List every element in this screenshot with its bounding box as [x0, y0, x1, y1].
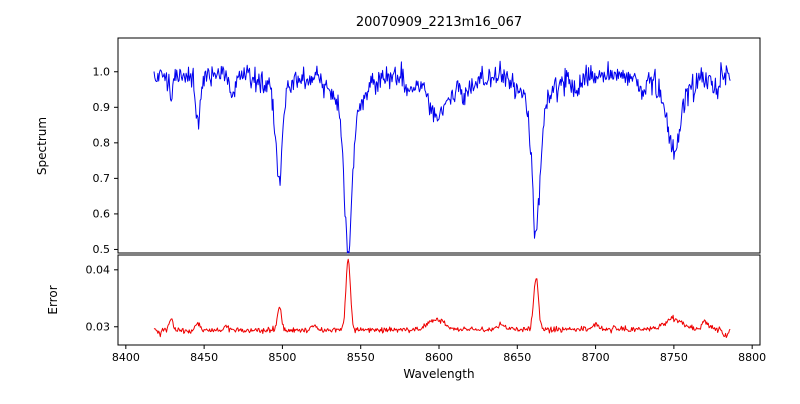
- x-tick-label: 8600: [425, 351, 453, 364]
- plot-areas: 0.5 0.6 0.7 0.8 0.9 1.0 0.03 0.04 8400 8450 8500 85…: [86, 37, 766, 364]
- y-tick-label: 0.5: [93, 243, 111, 256]
- y-tick-label: 1.0: [93, 65, 111, 78]
- error-line: [153, 258, 731, 338]
- x-tick-label: 8800: [738, 351, 766, 364]
- panel-frame: [117, 37, 761, 254]
- x-tick-label: 8750: [660, 351, 688, 364]
- x-axis-label: Wavelength: [403, 367, 474, 381]
- y-tick-label: 0.03: [86, 320, 111, 333]
- y-tick-label: 0.9: [93, 101, 111, 114]
- y-tick-label: 0.8: [93, 136, 111, 149]
- x-tick-label: 8700: [582, 351, 610, 364]
- panel-0: 0.5 0.6 0.7 0.8 0.9 1.0: [93, 37, 761, 256]
- y-tick-label: 0.7: [93, 172, 111, 185]
- chart-title: 20070909_2213m16_067: [356, 15, 522, 30]
- y-axis-label-spectrum: Spectrum: [35, 117, 49, 175]
- x-tick-label: 8500: [268, 351, 296, 364]
- x-tick-label: 8650: [503, 351, 531, 364]
- y-tick-label: 0.6: [93, 207, 111, 220]
- spectrum-line: [153, 60, 731, 254]
- y-axis-label-error: Error: [46, 285, 60, 314]
- panel-1: 0.03 0.04: [86, 254, 761, 346]
- x-tick-label: 8400: [112, 351, 140, 364]
- panel-frame: [117, 254, 761, 346]
- x-tick-label: 8550: [347, 351, 375, 364]
- y-tick-label: 0.04: [86, 263, 111, 276]
- x-tick-label: 8450: [190, 351, 218, 364]
